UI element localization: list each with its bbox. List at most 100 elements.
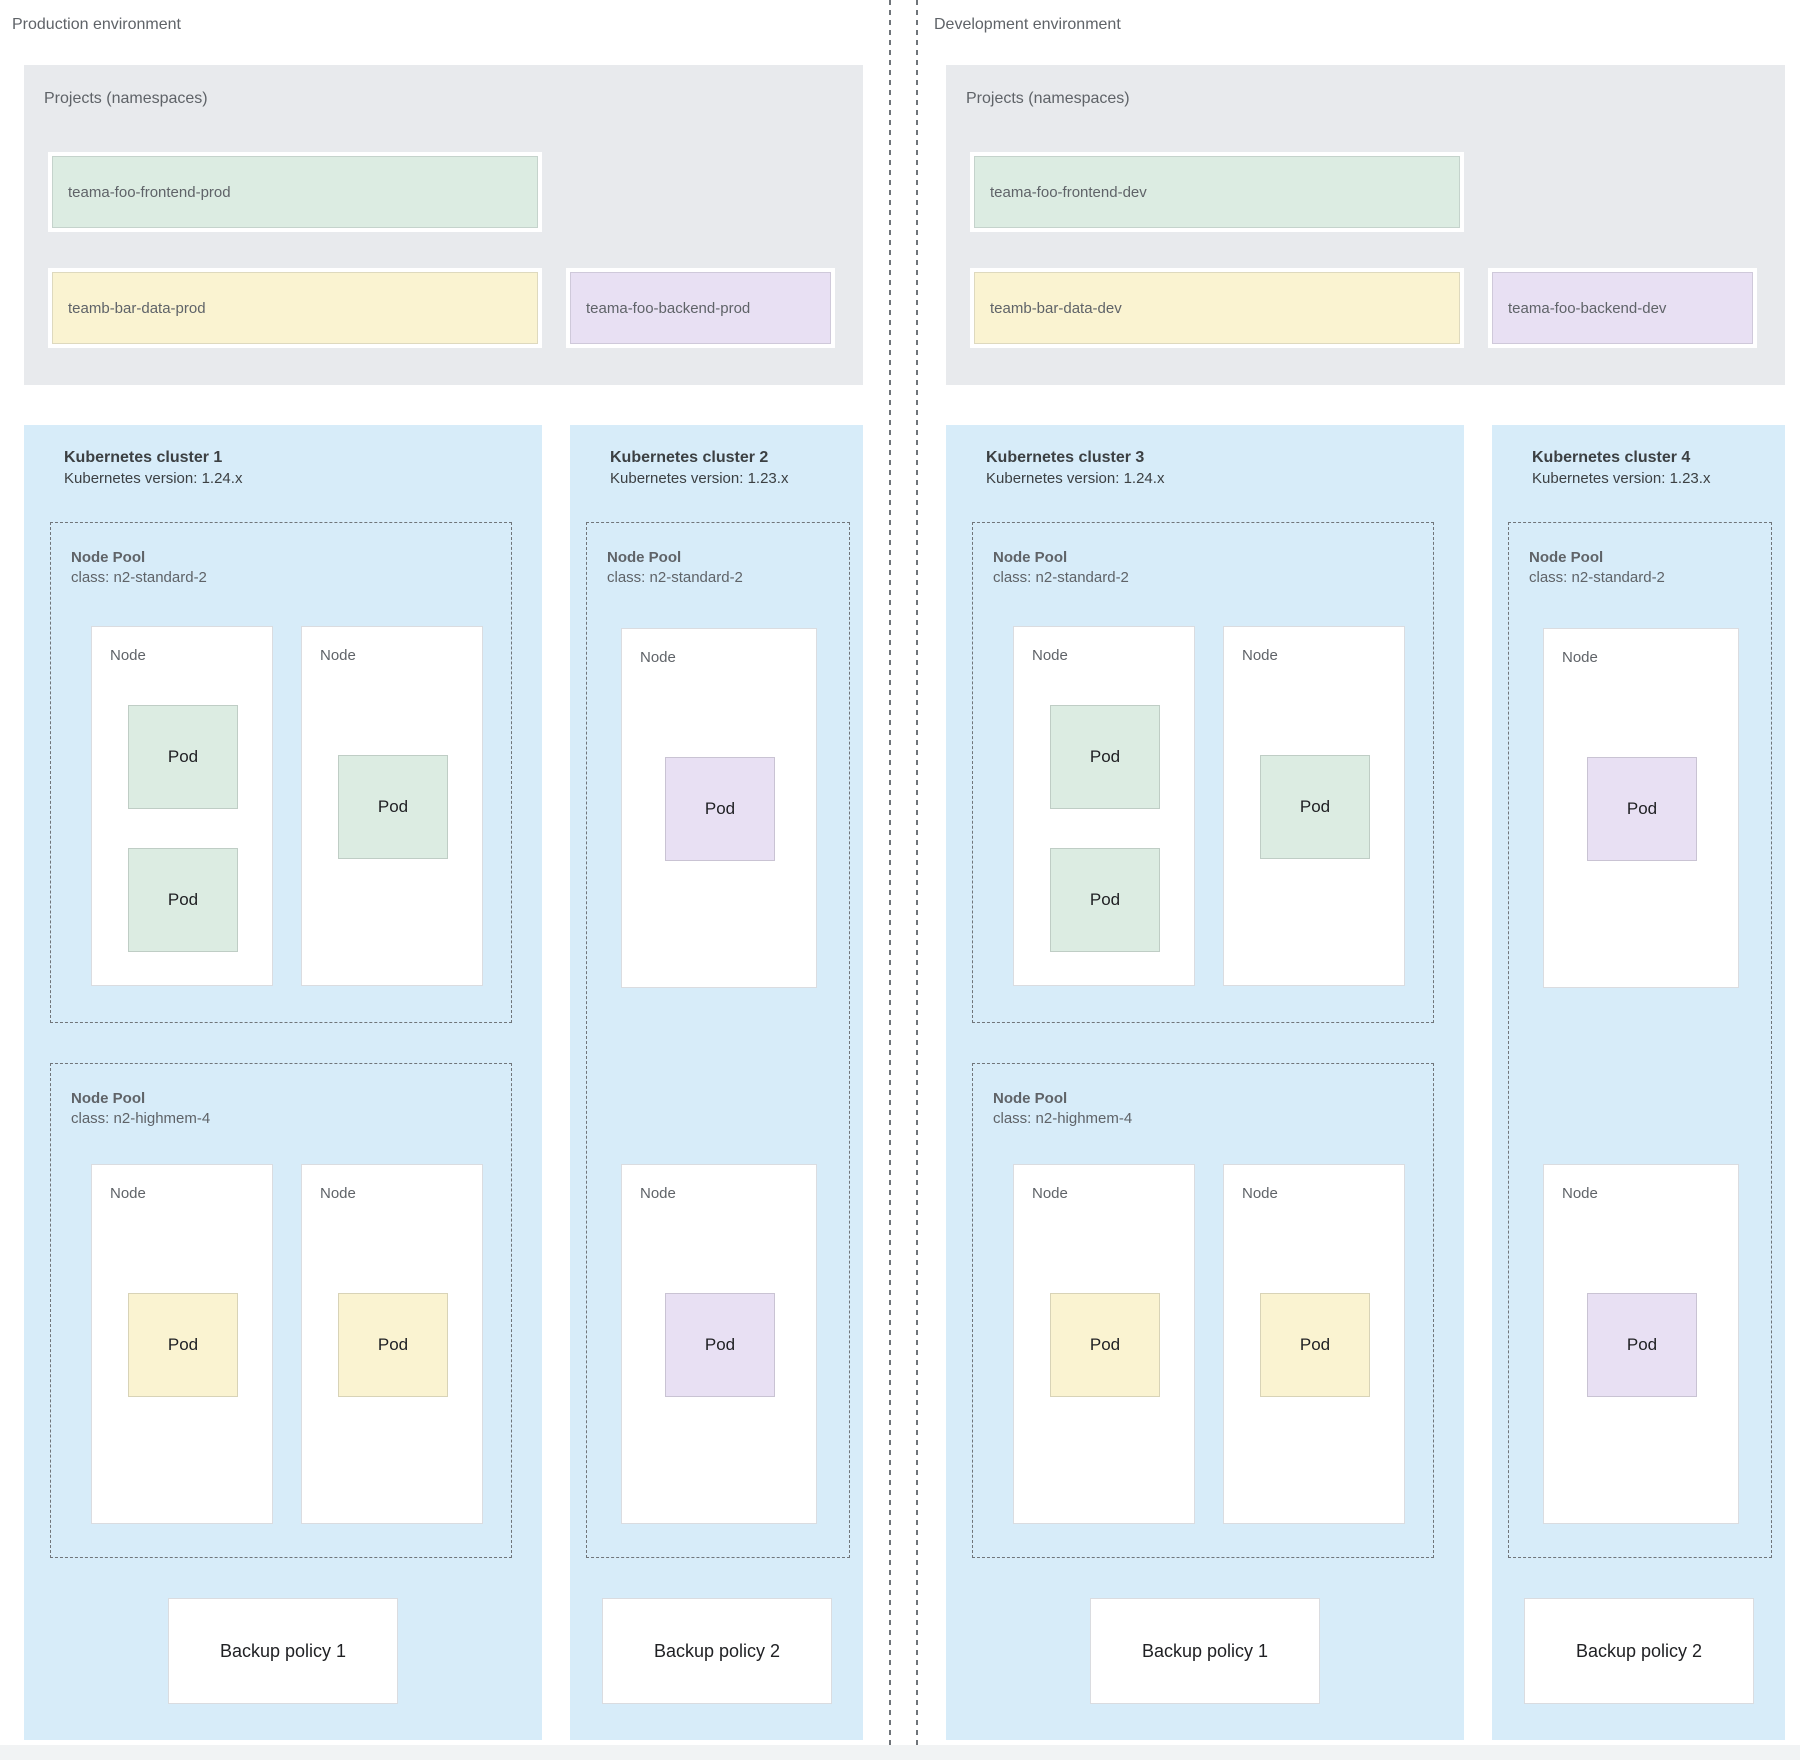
- pod-box: Pod: [1587, 757, 1697, 861]
- node-pool-name: Node Pool: [1529, 549, 1604, 566]
- cluster-header: Kubernetes cluster 3 Kubernetes version:…: [986, 447, 1164, 489]
- node-box: Node Pod: [91, 1164, 273, 1524]
- node-box: Node Pod: [1543, 628, 1739, 988]
- pod-box: Pod: [1050, 705, 1160, 809]
- backup-policy-box: Backup policy 2: [602, 1598, 832, 1704]
- node-label: Node: [640, 1185, 676, 1202]
- cluster-version: Kubernetes version: 1.24.x: [986, 470, 1165, 487]
- cluster-panel-1: Kubernetes cluster 1 Kubernetes version:…: [24, 425, 542, 1740]
- node-pool-standard: Node Pool class: n2-standard-2 Node Pod …: [972, 522, 1434, 1023]
- projects-panel-title: Projects (namespaces): [44, 90, 208, 107]
- project-box-backend: teama-foo-backend-prod: [566, 268, 835, 348]
- cluster-title: Kubernetes cluster 1: [64, 449, 223, 466]
- pod-box: Pod: [128, 705, 238, 809]
- environment-divider-line: [916, 0, 918, 1760]
- node-pool-class: class: n2-standard-2: [607, 569, 743, 586]
- project-box-frontend: teama-foo-frontend-dev: [970, 152, 1464, 232]
- node-label: Node: [320, 647, 356, 664]
- environment-label: Development environment: [934, 16, 1121, 33]
- node-pool-class: class: n2-standard-2: [1529, 569, 1665, 586]
- node-pool-name: Node Pool: [993, 1090, 1068, 1107]
- backup-policy-box: Backup policy 2: [1524, 1598, 1754, 1704]
- node-label: Node: [640, 649, 676, 666]
- node-pool-class: class: n2-highmem-4: [71, 1110, 211, 1127]
- pod-box: Pod: [1587, 1293, 1697, 1397]
- pod-box: Pod: [1260, 755, 1370, 859]
- node-pool-class: class: n2-standard-2: [71, 569, 207, 586]
- environment-divider-line: [889, 0, 891, 1760]
- cluster-title: Kubernetes cluster 2: [610, 449, 769, 466]
- cluster-version: Kubernetes version: 1.23.x: [610, 470, 789, 487]
- pod-box: Pod: [1050, 848, 1160, 952]
- node-box: Node Pod: [621, 1164, 817, 1524]
- project-box-data: teamb-bar-data-dev: [970, 268, 1464, 348]
- node-pool-label: Node Pool class: n2-highmem-4: [71, 1089, 210, 1129]
- node-pool-label: Node Pool class: n2-standard-2: [1529, 548, 1665, 588]
- node-box: Node Pod Pod: [1013, 626, 1195, 986]
- node-label: Node: [1032, 1185, 1068, 1202]
- node-pool-class: class: n2-standard-2: [993, 569, 1129, 586]
- node-box: Node Pod: [1543, 1164, 1739, 1524]
- cluster-version: Kubernetes version: 1.23.x: [1532, 470, 1711, 487]
- pod-box: Pod: [338, 1293, 448, 1397]
- pod-box: Pod: [1050, 1293, 1160, 1397]
- node-pool-standard: Node Pool class: n2-standard-2 Node Pod …: [1508, 522, 1772, 1558]
- node-label: Node: [320, 1185, 356, 1202]
- pod-box: Pod: [1260, 1293, 1370, 1397]
- node-box: Node Pod: [301, 626, 483, 986]
- node-pool-label: Node Pool class: n2-standard-2: [607, 548, 743, 588]
- node-pool-name: Node Pool: [71, 549, 146, 566]
- project-name: teamb-bar-data-dev: [990, 299, 1122, 317]
- pod-box: Pod: [128, 1293, 238, 1397]
- node-pool-highmem: Node Pool class: n2-highmem-4 Node Pod N…: [972, 1063, 1434, 1558]
- pod-box: Pod: [128, 848, 238, 952]
- node-pool-label: Node Pool class: n2-standard-2: [71, 548, 207, 588]
- node-box: Node Pod: [1223, 1164, 1405, 1524]
- node-label: Node: [1562, 1185, 1598, 1202]
- cluster-title: Kubernetes cluster 4: [1532, 449, 1691, 466]
- node-pool-standard: Node Pool class: n2-standard-2 Node Pod …: [586, 522, 850, 1558]
- node-pool-label: Node Pool class: n2-highmem-4: [993, 1089, 1132, 1129]
- project-name: teama-foo-frontend-dev: [990, 183, 1147, 201]
- cluster-version: Kubernetes version: 1.24.x: [64, 470, 243, 487]
- project-name: teama-foo-backend-dev: [1508, 299, 1667, 317]
- backup-policy-box: Backup policy 1: [1090, 1598, 1320, 1704]
- cluster-panel-2: Kubernetes cluster 2 Kubernetes version:…: [570, 425, 863, 1740]
- cluster-panel-4: Kubernetes cluster 4 Kubernetes version:…: [1492, 425, 1785, 1740]
- project-box-data: teamb-bar-data-prod: [48, 268, 542, 348]
- node-pool-name: Node Pool: [607, 549, 682, 566]
- environment-development: Development environment Projects (namesp…: [922, 0, 1800, 1745]
- cluster-header: Kubernetes cluster 2 Kubernetes version:…: [610, 447, 788, 489]
- cluster-header: Kubernetes cluster 4 Kubernetes version:…: [1532, 447, 1710, 489]
- project-box-frontend: teama-foo-frontend-prod: [48, 152, 542, 232]
- node-pool-highmem: Node Pool class: n2-highmem-4 Node Pod N…: [50, 1063, 512, 1558]
- node-pool-name: Node Pool: [993, 549, 1068, 566]
- backup-policy-box: Backup policy 1: [168, 1598, 398, 1704]
- node-label: Node: [1562, 649, 1598, 666]
- node-box: Node Pod: [1013, 1164, 1195, 1524]
- node-box: Node Pod: [621, 628, 817, 988]
- cluster-title: Kubernetes cluster 3: [986, 449, 1145, 466]
- node-box: Node Pod: [301, 1164, 483, 1524]
- page-bottom-strip: [0, 1745, 1800, 1760]
- project-box-backend: teama-foo-backend-dev: [1488, 268, 1757, 348]
- environment-label: Production environment: [12, 16, 181, 33]
- cluster-header: Kubernetes cluster 1 Kubernetes version:…: [64, 447, 242, 489]
- node-label: Node: [1242, 1185, 1278, 1202]
- node-box: Node Pod: [1223, 626, 1405, 986]
- projects-panel: Projects (namespaces) teama-foo-frontend…: [946, 65, 1785, 385]
- pod-box: Pod: [665, 1293, 775, 1397]
- project-name: teama-foo-frontend-prod: [68, 183, 231, 201]
- project-name: teama-foo-backend-prod: [586, 299, 751, 317]
- node-label: Node: [1032, 647, 1068, 664]
- node-label: Node: [1242, 647, 1278, 664]
- projects-panel: Projects (namespaces) teama-foo-frontend…: [24, 65, 863, 385]
- node-pool-name: Node Pool: [71, 1090, 146, 1107]
- cluster-panel-3: Kubernetes cluster 3 Kubernetes version:…: [946, 425, 1464, 1740]
- node-label: Node: [110, 647, 146, 664]
- node-box: Node Pod Pod: [91, 626, 273, 986]
- node-pool-class: class: n2-highmem-4: [993, 1110, 1133, 1127]
- node-pool-standard: Node Pool class: n2-standard-2 Node Pod …: [50, 522, 512, 1023]
- project-name: teamb-bar-data-prod: [68, 299, 206, 317]
